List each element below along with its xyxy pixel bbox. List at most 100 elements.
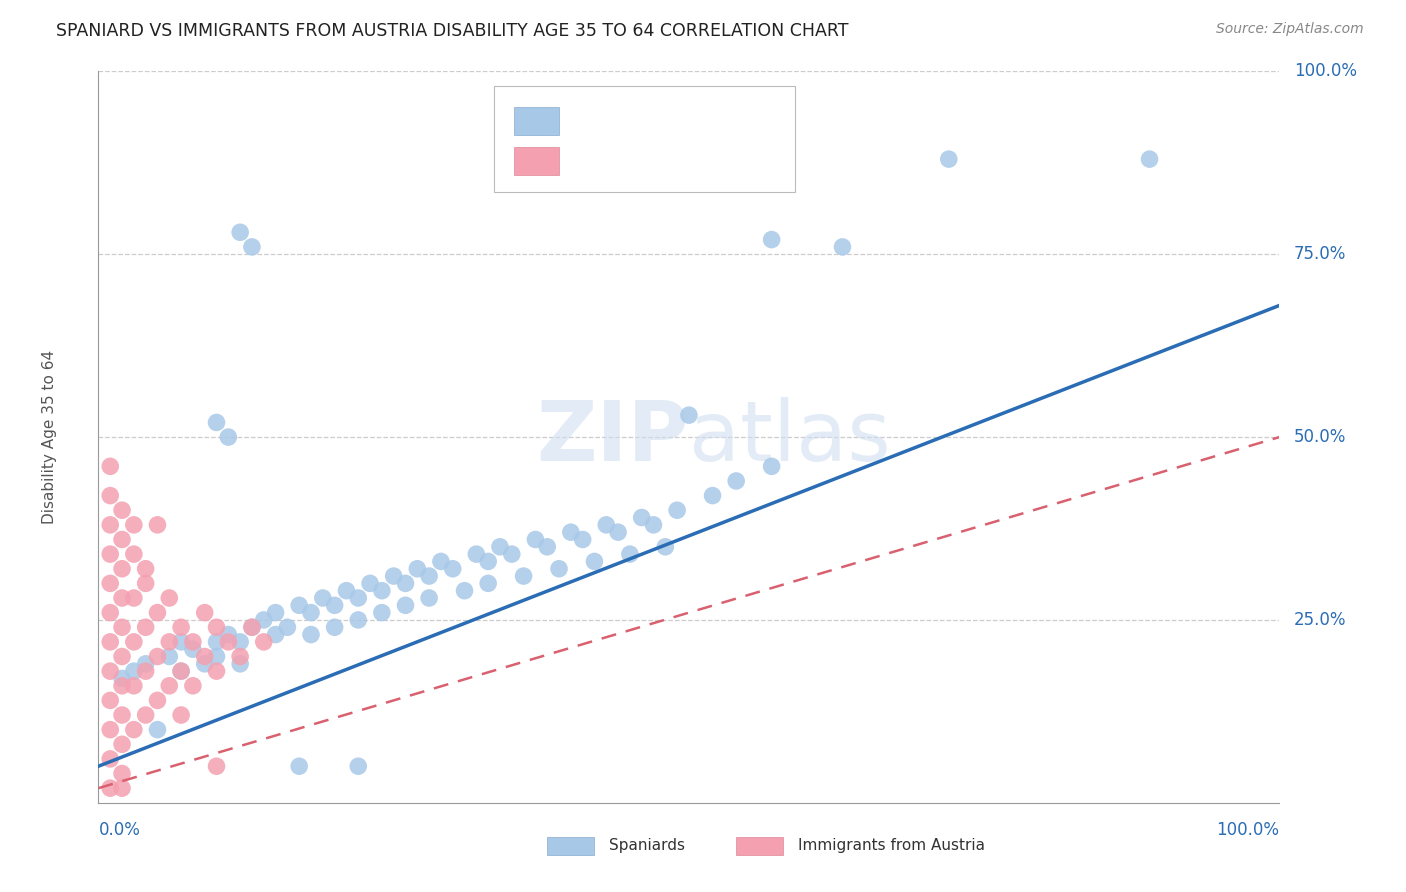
Point — [205, 664, 228, 678]
Point — [643, 517, 665, 532]
Point — [135, 562, 157, 576]
Bar — [515, 147, 560, 175]
Point — [276, 620, 298, 634]
Point — [501, 547, 523, 561]
Point — [359, 576, 381, 591]
Point — [111, 781, 134, 796]
FancyBboxPatch shape — [494, 86, 796, 192]
Point — [560, 525, 582, 540]
Point — [217, 627, 239, 641]
Text: R = 0.607   N = 71: R = 0.607 N = 71 — [576, 112, 734, 130]
Point — [607, 525, 630, 540]
Point — [1139, 152, 1161, 166]
Text: Source: ZipAtlas.com: Source: ZipAtlas.com — [1216, 22, 1364, 37]
Point — [122, 664, 145, 678]
Text: Immigrants from Austria: Immigrants from Austria — [797, 838, 984, 854]
Point — [430, 554, 453, 568]
Point — [477, 576, 499, 591]
Point — [111, 591, 134, 605]
Point — [98, 576, 121, 591]
Point — [98, 693, 121, 707]
Point — [122, 547, 145, 561]
Point — [240, 620, 263, 634]
Point — [122, 723, 145, 737]
Point — [98, 635, 121, 649]
Point — [111, 672, 134, 686]
Point — [111, 737, 134, 751]
Point — [194, 657, 217, 671]
Point — [157, 679, 180, 693]
Text: 50.0%: 50.0% — [1294, 428, 1346, 446]
Point — [205, 620, 228, 634]
Point — [240, 620, 263, 634]
Point — [146, 649, 169, 664]
Point — [347, 591, 370, 605]
Point — [98, 752, 121, 766]
Point — [135, 664, 157, 678]
Point — [512, 569, 534, 583]
Point — [418, 591, 440, 605]
Point — [98, 547, 121, 561]
Point — [253, 613, 276, 627]
Point — [98, 781, 121, 796]
Text: 100.0%: 100.0% — [1294, 62, 1357, 80]
Point — [111, 562, 134, 576]
Point — [135, 620, 157, 634]
Point — [111, 533, 134, 547]
Point — [465, 547, 488, 561]
Point — [630, 510, 652, 524]
Point — [654, 540, 676, 554]
Point — [170, 708, 193, 723]
Point — [441, 562, 464, 576]
Point — [382, 569, 405, 583]
Point — [111, 766, 134, 780]
Point — [146, 517, 169, 532]
Text: 25.0%: 25.0% — [1294, 611, 1346, 629]
Point — [157, 635, 180, 649]
Point — [205, 759, 228, 773]
Text: SPANIARD VS IMMIGRANTS FROM AUSTRIA DISABILITY AGE 35 TO 64 CORRELATION CHART: SPANIARD VS IMMIGRANTS FROM AUSTRIA DISA… — [56, 22, 849, 40]
Point — [146, 693, 169, 707]
Point — [418, 569, 440, 583]
Point — [229, 649, 252, 664]
Text: Spaniards: Spaniards — [609, 838, 685, 854]
Point — [240, 240, 263, 254]
Point — [111, 708, 134, 723]
Point — [111, 679, 134, 693]
Point — [229, 635, 252, 649]
Point — [205, 635, 228, 649]
Point — [205, 416, 228, 430]
Point — [938, 152, 960, 166]
Point — [571, 533, 593, 547]
Point — [299, 606, 322, 620]
Point — [111, 649, 134, 664]
Point — [135, 708, 157, 723]
Point — [111, 503, 134, 517]
Point — [288, 759, 311, 773]
Point — [406, 562, 429, 576]
Point — [253, 635, 276, 649]
Text: atlas: atlas — [689, 397, 890, 477]
Point — [135, 657, 157, 671]
Point — [323, 599, 346, 613]
Point — [157, 591, 180, 605]
Point — [761, 233, 783, 247]
Point — [702, 489, 724, 503]
Bar — [515, 107, 560, 135]
Point — [347, 613, 370, 627]
Point — [157, 649, 180, 664]
Point — [371, 583, 394, 598]
Point — [264, 606, 287, 620]
Point — [217, 430, 239, 444]
Point — [583, 554, 606, 568]
Text: 0.0%: 0.0% — [98, 821, 141, 839]
Point — [831, 240, 853, 254]
Point — [299, 627, 322, 641]
Point — [312, 591, 335, 605]
Point — [323, 620, 346, 634]
Point — [146, 606, 169, 620]
Point — [122, 591, 145, 605]
Text: Disability Age 35 to 64: Disability Age 35 to 64 — [42, 350, 58, 524]
Point — [548, 562, 571, 576]
Point — [98, 489, 121, 503]
